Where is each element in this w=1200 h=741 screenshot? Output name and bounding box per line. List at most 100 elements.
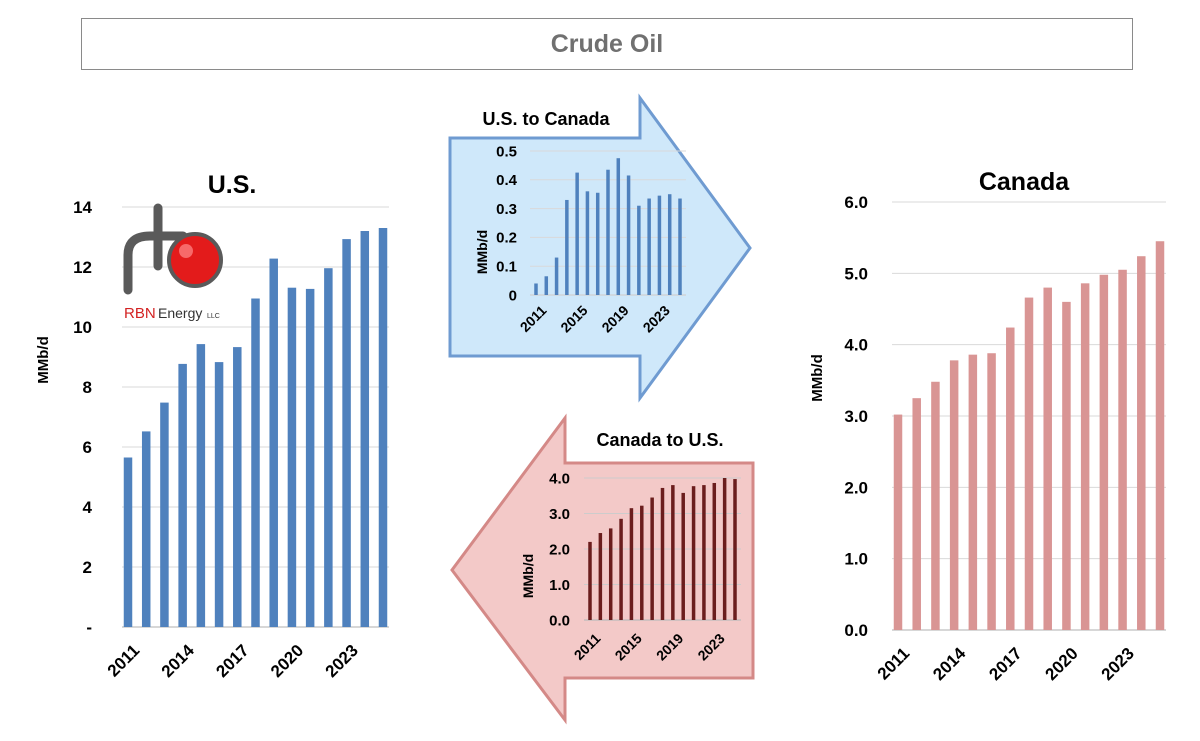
canada-ytick-label: 0.0 xyxy=(844,621,868,640)
us-ylabel: MMb/d xyxy=(35,336,52,383)
canada-ytick-label: 1.0 xyxy=(844,550,868,569)
us-ytick-label: - xyxy=(86,618,92,637)
canada_to_us-ylabel: MMb/d xyxy=(520,554,536,598)
canada_to_us-bar-2017 xyxy=(650,497,654,620)
page-title: Crude Oil xyxy=(550,29,664,58)
canada-bar-2012 xyxy=(912,398,921,630)
canada-bar-2024 xyxy=(1137,256,1146,630)
us_to_canada-ytick-label: 0.5 xyxy=(496,143,517,160)
us_to_canada-bar-2024 xyxy=(667,194,672,295)
canada-chart-title: Canada xyxy=(979,168,1070,196)
us_to_canada-bar-2012 xyxy=(544,276,549,295)
canada-bar-2018 xyxy=(1024,297,1034,630)
us-bar-2013 xyxy=(160,402,169,627)
us-bar-2015 xyxy=(196,344,206,627)
us_to_canada-bar-2019 xyxy=(616,158,621,295)
us-xtick-label: 2023 xyxy=(322,641,362,681)
us_to_canada-bar-2011 xyxy=(534,283,538,295)
us-bar-2025 xyxy=(378,228,388,627)
canada_to_us-bar-2011 xyxy=(588,541,592,620)
us_to_canada-bar-2023 xyxy=(657,195,662,295)
canada-bar-2011 xyxy=(893,414,903,630)
us-ytick-label: 4 xyxy=(83,498,93,517)
us_to_canada-bar-2025 xyxy=(678,198,682,295)
canada_to_us-ytick-label: 1.0 xyxy=(549,577,570,594)
us_to_canada-bar-2013 xyxy=(554,257,559,295)
canada-bar-2017 xyxy=(1006,327,1015,630)
us_to_canada-ytick-label: 0 xyxy=(509,287,517,304)
rbn-logo-llc: LLC xyxy=(207,313,220,320)
canada-bar-2019 xyxy=(1043,287,1052,630)
rbn-logo: RBN Energy LLC xyxy=(123,203,223,322)
us_to_canada-bar-2017 xyxy=(595,192,600,295)
us-ytick-label: 10 xyxy=(73,318,92,337)
us-bar-2017 xyxy=(233,347,242,627)
us_to_canada-bar-2020 xyxy=(626,175,631,295)
us-bar-2018 xyxy=(251,298,260,627)
canada_to_us-ytick-label: 0.0 xyxy=(549,612,570,629)
canada_to_us-bar-2020 xyxy=(681,492,685,620)
us_to_canada-ylabel: MMb/d xyxy=(474,230,490,274)
canada-ytick-label: 6.0 xyxy=(844,193,868,212)
us_to_canada-bar-2015 xyxy=(575,172,579,295)
canada_to_us-bar-2022 xyxy=(702,485,706,620)
canada_to_us-bar-2016 xyxy=(640,505,644,620)
us-xtick-label: 2020 xyxy=(267,641,307,681)
canada-bar-2020 xyxy=(1062,301,1071,630)
canada-bar-2015 xyxy=(968,354,978,630)
us_to_canada-chart-title: U.S. to Canada xyxy=(482,109,610,129)
canada-ytick-label: 4.0 xyxy=(844,336,868,355)
canada-bar-2016 xyxy=(987,353,996,630)
us_to_canada-ytick-label: 0.1 xyxy=(496,258,517,275)
us-chart-title: U.S. xyxy=(208,171,257,199)
us-bar-2023 xyxy=(342,239,351,627)
canada_to_us-ytick-label: 4.0 xyxy=(549,470,570,487)
us-xtick-label: 2017 xyxy=(212,641,252,681)
canada_to_us-ytick-label: 3.0 xyxy=(549,506,570,523)
us_to_canada-ytick-label: 0.3 xyxy=(496,201,517,218)
us-bar-2021 xyxy=(305,288,315,627)
canada-bar-2013 xyxy=(931,381,940,630)
canada_to_us-chart-title: Canada to U.S. xyxy=(596,430,723,450)
canada_to_us-bar-2021 xyxy=(691,486,696,620)
canada_to_us-bar-2012 xyxy=(598,533,603,620)
canada-bar-2021 xyxy=(1080,283,1090,630)
canada_to_us-bar-2013 xyxy=(608,528,613,620)
us_to_canada-bar-2021 xyxy=(637,205,641,295)
canada-bar-2025 xyxy=(1155,241,1165,630)
canada-chart: 0.0 1.0 2.0 3.0 4.0 5.0 6.0 2011 2014 2017 2020 202… xyxy=(809,168,1166,684)
rbn-logo-text: RBN xyxy=(124,305,156,322)
canada-ytick-label: 2.0 xyxy=(844,478,868,497)
us-ytick-label: 6 xyxy=(83,438,92,457)
canada_to_us-bar-2024 xyxy=(722,478,727,620)
canada-to-us-arrow-shape xyxy=(450,413,755,725)
rbn-logo-icon xyxy=(123,203,223,295)
us-bar-2011 xyxy=(123,457,133,627)
canada-ytick-label: 3.0 xyxy=(844,407,868,426)
us-bar-2012 xyxy=(141,431,151,627)
us-bar-2014 xyxy=(178,363,187,627)
canada-xtick-label: 2011 xyxy=(874,644,914,684)
canada_to_us-bar-2019 xyxy=(671,485,675,620)
us_to_canada-bar-2022 xyxy=(647,198,651,295)
canada_to_us-bar-2023 xyxy=(712,482,717,620)
canada-bar-2022 xyxy=(1099,274,1109,630)
us-xtick-label: 2014 xyxy=(158,640,199,681)
canada-xtick-label: 2017 xyxy=(985,644,1025,684)
page-title-box: Crude Oil xyxy=(81,18,1133,70)
us-to-canada-arrow-shape xyxy=(448,93,752,403)
canada-bar-2014 xyxy=(949,360,959,630)
canada_to_us-bar-2015 xyxy=(629,508,634,620)
rbn-logo-subtext: Energy xyxy=(158,305,202,321)
us_to_canada-bar-2018 xyxy=(606,169,610,295)
us-bar-2019 xyxy=(269,258,278,627)
canada-xtick-label: 2014 xyxy=(929,643,970,684)
canada-ylabel: MMb/d xyxy=(809,354,826,401)
us-bar-2022 xyxy=(324,268,333,627)
us_to_canada-bar-2014 xyxy=(565,199,569,295)
us-ytick-label: 12 xyxy=(73,258,92,277)
us-ytick-label: 8 xyxy=(83,378,92,397)
us_to_canada-ytick-label: 0.4 xyxy=(496,172,518,189)
canada-xtick-label: 2023 xyxy=(1098,644,1138,684)
